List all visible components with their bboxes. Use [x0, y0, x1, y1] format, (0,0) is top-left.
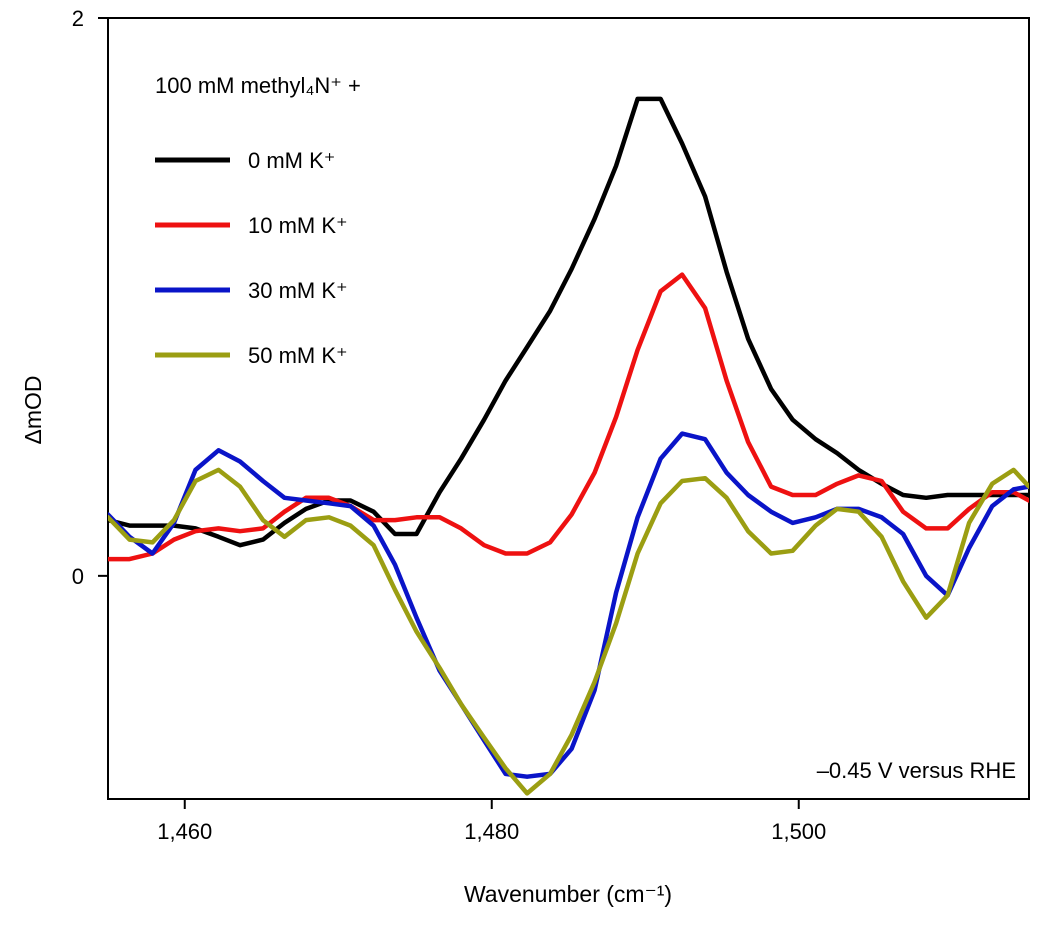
- x-axis-ticks: 1,460 1,480 1,500: [157, 799, 826, 844]
- legend-label-1: 10 mM K⁺: [248, 213, 348, 238]
- series-line-1: [108, 272, 1029, 562]
- y-axis-title: ΔmOD: [20, 375, 46, 444]
- y-tick-label: 2: [72, 6, 84, 31]
- plot-frame: [107, 17, 1030, 800]
- series-line-2: [108, 431, 1029, 779]
- legend: 0 mM K⁺ 10 mM K⁺ 30 mM K⁺ 50 mM K⁺: [155, 148, 348, 368]
- potential-annotation: –0.45 V versus RHE: [817, 758, 1016, 783]
- x-tick-label: 1,460: [157, 819, 212, 844]
- series-lines: [108, 96, 1029, 796]
- legend-label-2: 30 mM K⁺: [248, 278, 348, 303]
- x-tick-label: 1,480: [464, 819, 519, 844]
- y-tick-label: 0: [72, 564, 84, 589]
- y-axis-ticks: 02: [72, 6, 108, 589]
- x-axis-title: Wavenumber (cm⁻¹): [464, 881, 672, 907]
- series-line-0: [108, 96, 1029, 548]
- legend-label-3: 50 mM K⁺: [248, 343, 348, 368]
- legend-label-0: 0 mM K⁺: [248, 148, 335, 173]
- legend-header: 100 mM methyl₄N⁺ +: [155, 73, 361, 98]
- series-line-3: [108, 467, 1029, 796]
- x-tick-label: 1,500: [771, 819, 826, 844]
